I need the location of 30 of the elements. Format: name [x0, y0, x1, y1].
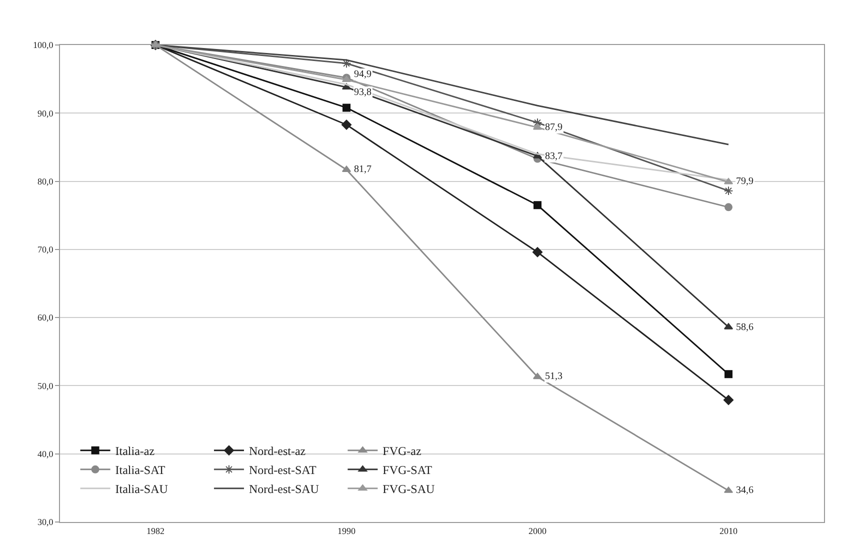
y-tick-label: 30,0 [37, 517, 54, 528]
x-tick-label: 1982 [146, 526, 164, 536]
data-label: 83,7 [545, 151, 562, 162]
legend-label: Italia-SAU [115, 482, 168, 496]
y-tick-label: 70,0 [37, 244, 54, 255]
y-tick-label: 50,0 [37, 380, 54, 391]
data-label: 94,9 [354, 69, 372, 80]
legend-label: Nord-est-az [248, 444, 306, 458]
y-tick-label: 100,0 [32, 40, 54, 50]
y-tick-label: 90,0 [37, 108, 54, 118]
x-tick-label: 2010 [720, 526, 738, 536]
data-label: 87,9 [545, 122, 562, 133]
data-label: 58,6 [736, 322, 754, 333]
data-label: 81,7 [354, 164, 372, 175]
data-label: 79,9 [736, 176, 754, 187]
y-tick-label: 60,0 [37, 312, 54, 323]
data-label: 34,6 [736, 485, 754, 496]
y-tick-label: 40,0 [37, 449, 54, 460]
data-label: 93,8 [354, 87, 372, 98]
legend-label: FVG-SAU [382, 482, 436, 496]
legend-label: FVG-SAT [382, 463, 433, 478]
legend-label: Nord-est-SAT [248, 463, 317, 478]
legend-label: FVG-az [382, 444, 422, 458]
data-label: 51,3 [545, 371, 562, 382]
legend-label: Italia-az [115, 444, 155, 458]
x-tick-label: 2000 [528, 526, 547, 536]
legend-label: Nord-est-SAU [248, 482, 320, 496]
legend-label: Italia-SAT [115, 463, 166, 478]
y-tick-label: 80,0 [37, 176, 54, 186]
x-tick-label: 1990 [338, 526, 356, 536]
